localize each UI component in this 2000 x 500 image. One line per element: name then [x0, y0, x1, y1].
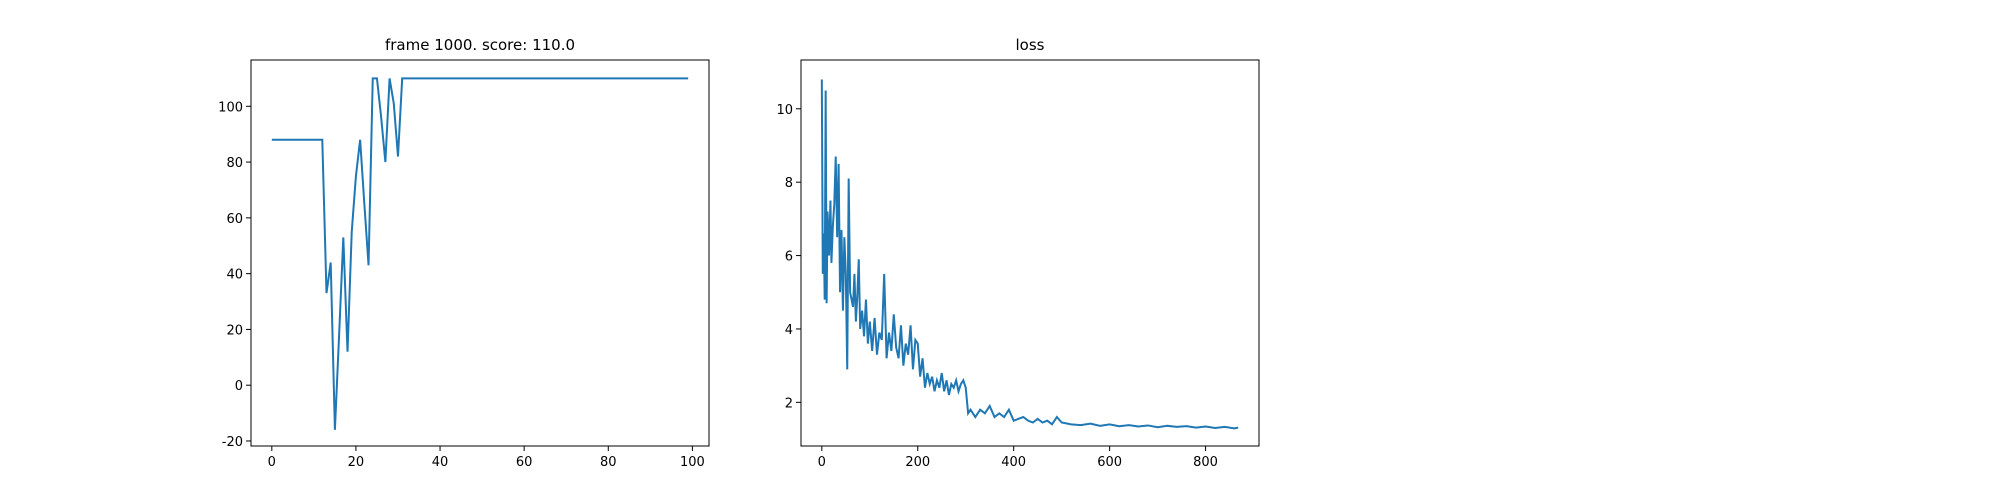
x-tick-label: 400: [1001, 455, 1026, 470]
y-tick-label: -20: [222, 435, 243, 450]
y-tick-label: 80: [226, 156, 243, 171]
data-line: [271, 77, 689, 430]
y-tick-label: 4: [785, 323, 793, 338]
y-tick-label: 40: [226, 268, 243, 283]
chart-title: loss: [1016, 36, 1045, 54]
x-tick-label: 80: [600, 455, 617, 470]
x-tick-label: 100: [680, 455, 705, 470]
y-tick-label: 10: [776, 103, 793, 118]
x-tick-label: 0: [268, 455, 276, 470]
x-tick-label: 60: [516, 455, 533, 470]
y-tick-label: 8: [785, 176, 793, 191]
x-tick-label: 20: [348, 455, 365, 470]
y-tick-label: 2: [785, 396, 793, 411]
x-tick-label: 200: [905, 455, 930, 470]
x-tick-label: 40: [432, 455, 449, 470]
axes-frame: [250, 59, 710, 447]
y-tick-label: 60: [226, 212, 243, 227]
y-tick-label: 6: [785, 250, 793, 265]
y-tick-label: 100: [218, 100, 243, 115]
y-tick-label: 20: [226, 323, 243, 338]
y-tick-label: 0: [235, 379, 243, 394]
x-tick-label: 800: [1193, 455, 1218, 470]
chart-title: frame 1000. score: 110.0: [385, 36, 575, 54]
x-tick-label: 0: [818, 455, 826, 470]
x-tick-label: 600: [1097, 455, 1122, 470]
axes-frame: [800, 59, 1260, 447]
data-line: [820, 79, 1239, 430]
